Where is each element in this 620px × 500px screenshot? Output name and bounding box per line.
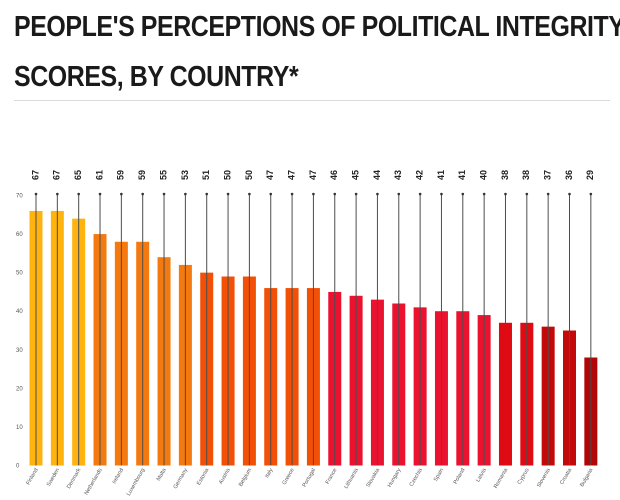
bar-stem-dot [226, 192, 230, 196]
value-label: 61 [94, 170, 104, 180]
y-tick-label: 30 [16, 348, 23, 354]
x-tick-label: Italy [264, 467, 274, 479]
bar-stem-dot [77, 192, 80, 196]
x-tick-label: Malta [156, 467, 168, 482]
x-tick-label: Slovenia [536, 467, 552, 489]
bar-stem-dot [162, 192, 166, 196]
value-label: 41 [436, 170, 446, 180]
x-tick-label: Hungary [387, 467, 403, 488]
x-tick-label: Croatia [559, 467, 574, 486]
y-tick-label: 50 [16, 271, 23, 277]
x-tick-label: Denmark [66, 467, 82, 490]
y-tick-label: 20 [16, 386, 23, 392]
x-tick-label: Spain [433, 468, 445, 483]
value-label: 59 [137, 170, 147, 180]
value-label: 29 [585, 170, 595, 180]
value-label: 44 [372, 170, 382, 180]
bar-stem-dot [333, 192, 337, 196]
chart-title-line-1: PEOPLE'S PERCEPTIONS OF POLITICAL INTEGR… [14, 11, 620, 43]
y-tick-label: 70 [16, 194, 23, 200]
value-label: 42 [414, 170, 424, 180]
bar-chart: 0 10 20 30 40 50 60 70 67 Finland 67 Sweden 65 Denmar… [16, 170, 598, 497]
bar-stem-dot [546, 192, 550, 196]
x-tick-label: Slovakia [366, 467, 382, 489]
bar-stem-dot [568, 192, 571, 196]
value-label: 45 [350, 170, 360, 180]
x-tick-label: Romania [493, 467, 510, 490]
value-label: 37 [543, 170, 553, 180]
bar-stem-dot [184, 192, 187, 196]
value-label: 41 [457, 170, 467, 180]
x-tick-label: Portugal [302, 468, 317, 489]
x-tick-label: Belgium [238, 467, 253, 488]
bar-stem-dot [248, 192, 251, 196]
value-label: 67 [30, 170, 40, 180]
y-tick-label: 40 [16, 309, 23, 315]
bar-stem-dot [141, 192, 144, 196]
bar-stem-dot [290, 192, 294, 196]
x-tick-label: Bulgaria [579, 467, 595, 488]
x-tick-label: Ireland [111, 468, 125, 486]
title-divider [14, 100, 610, 101]
x-tick-label: Cyprus [517, 467, 531, 485]
bar-stem-dot [269, 192, 273, 196]
value-label: 40 [479, 170, 489, 180]
x-tick-label: Lithuania [343, 467, 360, 490]
value-label: 46 [329, 170, 339, 180]
bar-stem-dot [418, 192, 422, 196]
bar-stem-dot [525, 192, 529, 196]
value-label: 50 [222, 170, 232, 180]
x-tick-label: Poland [453, 468, 467, 486]
x-tick-label: France [325, 468, 339, 486]
bar-stem-dot [205, 192, 209, 196]
chart-title-line-2: SCORES, BY COUNTRY* [14, 61, 299, 93]
x-tick-label: Finland [26, 468, 40, 487]
bar-stem-dot [482, 192, 486, 196]
value-label: 38 [521, 170, 531, 180]
value-label: 51 [201, 170, 211, 180]
bar-stem-dot [312, 192, 315, 196]
value-label: 38 [500, 170, 510, 180]
value-label: 65 [73, 170, 83, 180]
value-label: 59 [116, 170, 126, 180]
bar-stem-dot [397, 192, 401, 196]
y-tick-label: 0 [16, 464, 20, 470]
x-tick-label: Germany [173, 467, 190, 490]
bar-stem-dot [34, 192, 38, 196]
chart-title: PEOPLE'S PERCEPTIONS OF POLITICAL INTEGR… [14, 2, 620, 102]
value-label: 55 [158, 170, 168, 180]
x-tick-label: Austria [218, 467, 232, 486]
bar-stem-dot [56, 192, 59, 196]
value-label: 47 [308, 170, 318, 180]
bar-stem-dot [504, 192, 507, 196]
bar-stem-dot [354, 192, 358, 196]
x-tick-label: Latvia [475, 467, 488, 484]
value-label: 53 [180, 170, 190, 180]
bar-stem-dot [440, 192, 443, 196]
y-tick-label: 60 [16, 232, 23, 238]
bar-stem-dot [98, 192, 102, 196]
x-tick-label: Netherlands [84, 467, 104, 496]
value-label: 67 [52, 170, 62, 180]
value-label: 36 [564, 170, 574, 180]
bar-stem-dot [589, 192, 593, 196]
x-tick-label: Greece [282, 468, 296, 487]
value-label: 47 [286, 170, 296, 180]
x-tick-label: Czechia [409, 467, 425, 488]
bar-stem-dot [376, 192, 379, 196]
value-label: 43 [393, 170, 403, 180]
bar-stem-dot [120, 192, 123, 196]
value-label: 47 [265, 170, 275, 180]
x-tick-label: Luxembourg [126, 468, 146, 497]
x-tick-label: Estonia [196, 467, 211, 487]
y-tick-label: 10 [16, 425, 23, 431]
x-tick-label: Sweden [46, 468, 61, 488]
value-label: 50 [244, 170, 254, 180]
bar-stem-dot [461, 192, 465, 196]
